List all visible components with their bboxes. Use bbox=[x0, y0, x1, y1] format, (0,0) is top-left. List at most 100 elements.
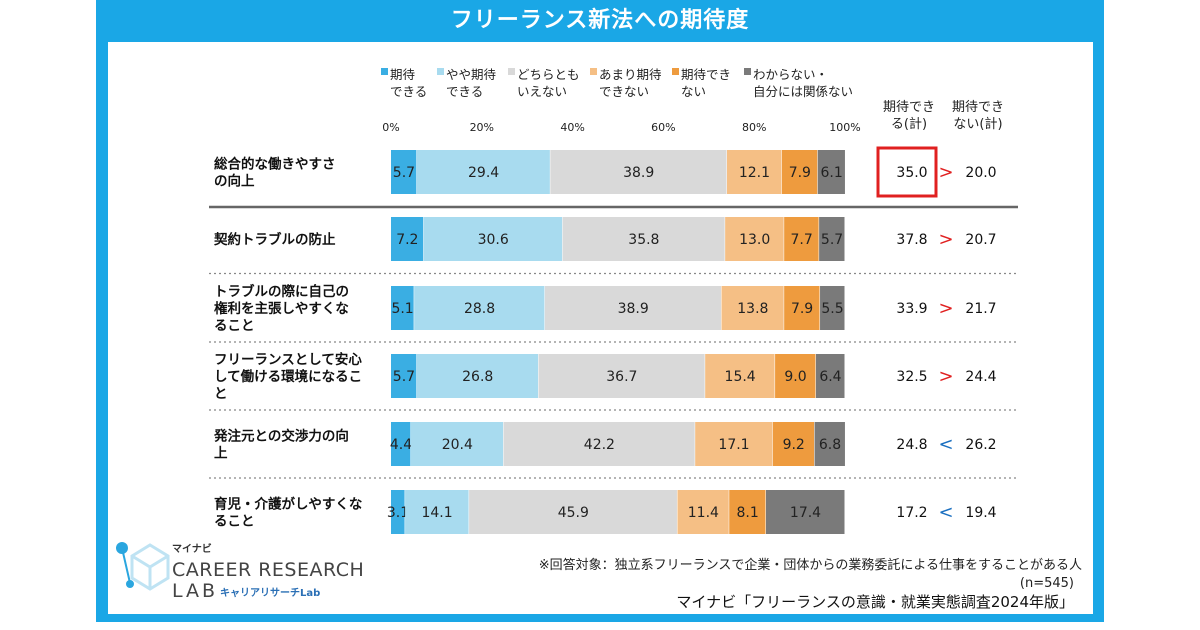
row-3-label-line0: フリーランスとして安心 bbox=[214, 351, 362, 368]
data-label-4-4: 9.2 bbox=[783, 437, 805, 453]
data-label-1-4: 7.7 bbox=[791, 232, 813, 248]
compare-sign-1: > bbox=[938, 229, 953, 250]
legend-swatch-3 bbox=[590, 68, 597, 75]
bar-segment-1-4 bbox=[784, 217, 819, 261]
sample-size: (n=545) bbox=[1020, 576, 1074, 591]
data-label-4-5: 6.8 bbox=[819, 437, 841, 453]
bar-segment-3-0 bbox=[391, 354, 417, 398]
sum-expect-0: 35.0 bbox=[896, 165, 927, 181]
x-tick-3: 60% bbox=[651, 121, 675, 134]
data-label-5-2: 45.9 bbox=[558, 505, 589, 521]
data-label-3-1: 26.8 bbox=[462, 369, 493, 385]
bar-segment-5-4 bbox=[729, 490, 766, 534]
data-label-4-3: 17.1 bbox=[718, 437, 749, 453]
row-4-label-line0: 発注元との交渉力の向 bbox=[213, 428, 349, 445]
data-label-1-1: 30.6 bbox=[478, 232, 509, 248]
data-label-3-0: 5.7 bbox=[393, 369, 415, 385]
row-1-label-line0: 契約トラブルの防止 bbox=[213, 231, 336, 248]
row-0-label-line0: 総合的な働きやすさ bbox=[214, 156, 336, 173]
legend-label-4-line1: 期待でき bbox=[681, 67, 731, 82]
data-label-2-1: 28.8 bbox=[464, 301, 495, 317]
career-research-lab-logo: マイナビ CAREER RESEARCH LAB キャリアリサーチLab bbox=[116, 542, 364, 602]
bar-segment-4-2 bbox=[503, 422, 695, 466]
legend-label-3-line2: できない bbox=[599, 84, 649, 99]
sum-header-1-line1: 期待でき bbox=[952, 100, 1004, 115]
footnote: ※回答対象：独立系フリーランスで企業・団体からの業務委託による仕事をすることがあ… bbox=[539, 557, 1082, 573]
data-label-2-5: 5.5 bbox=[821, 301, 843, 317]
row-4-label-line1: 上 bbox=[214, 446, 228, 462]
logo-top-text: マイナビ bbox=[172, 542, 212, 555]
bar-segment-5-3 bbox=[677, 490, 729, 534]
bar-segment-0-3 bbox=[726, 150, 782, 194]
legend-label-4-line2: ない bbox=[681, 84, 706, 99]
bar-segment-3-4 bbox=[775, 354, 816, 398]
row-2-label-line0: トラブルの際に自己の bbox=[214, 283, 349, 300]
bar-segment-5-2 bbox=[469, 490, 677, 534]
x-axis-ticks: 0% 20% 40% 60% 80% 100% bbox=[382, 121, 860, 134]
sum-not-3: 24.4 bbox=[965, 369, 996, 385]
logo-sub-text: キャリアリサーチLab bbox=[220, 587, 320, 599]
sum-expect-5: 17.2 bbox=[896, 505, 927, 521]
data-label-3-2: 36.7 bbox=[606, 369, 637, 385]
bar-segment-3-3 bbox=[705, 354, 775, 398]
sum-expect-2: 33.9 bbox=[896, 301, 927, 317]
bar-segment-3-5 bbox=[815, 354, 845, 398]
bar-segment-0-0 bbox=[391, 150, 417, 194]
row-3-label-line2: と bbox=[214, 386, 228, 402]
legend-label-5-line2: 自分には関係ない bbox=[753, 84, 853, 99]
data-label-5-5: 17.4 bbox=[790, 505, 821, 521]
sum-header-1-line2: ない(計) bbox=[953, 116, 1002, 132]
bar-segment-1-2 bbox=[562, 217, 725, 261]
legend-swatch-0 bbox=[381, 68, 388, 75]
bar-segment-0-2 bbox=[550, 150, 727, 194]
row-5-label-line1: ること bbox=[214, 514, 255, 530]
sum-expect-1: 37.8 bbox=[896, 232, 927, 248]
data-label-2-3: 13.8 bbox=[737, 301, 768, 317]
data-label-5-4: 8.1 bbox=[736, 505, 758, 521]
data-label-4-2: 42.2 bbox=[584, 437, 615, 453]
legend-label-1-line2: できる bbox=[446, 84, 483, 99]
data-label-1-2: 35.8 bbox=[628, 232, 659, 248]
legend-label-0-line2: できる bbox=[390, 84, 427, 99]
bar-segment-2-4 bbox=[784, 286, 820, 330]
row-5-label-line0: 育児・介護がしやすくな bbox=[214, 496, 362, 513]
bar-segment-2-5 bbox=[820, 286, 845, 330]
data-label-0-4: 7.9 bbox=[789, 165, 811, 181]
bar-segment-4-1 bbox=[410, 422, 504, 466]
bar-segment-4-4 bbox=[772, 422, 815, 466]
data-label-3-4: 9.0 bbox=[784, 369, 806, 385]
x-tick-1: 20% bbox=[470, 121, 494, 134]
sum-header-0-line1: 期待でき bbox=[883, 100, 935, 115]
sum-not-2: 21.7 bbox=[965, 301, 996, 317]
data-label-5-0: 3.1 bbox=[387, 505, 409, 521]
bar-segment-2-3 bbox=[721, 286, 784, 330]
data-label-2-2: 38.9 bbox=[618, 301, 649, 317]
chart-title: フリーランス新法への期待度 bbox=[450, 8, 750, 33]
bar-segment-1-0 bbox=[391, 217, 424, 261]
sum-not-4: 26.2 bbox=[965, 437, 996, 453]
bar-row-1: 契約トラブルの防止 7.2 30.6 35.8 13.0 7.7 5.7 37.8 >20.7 bbox=[213, 217, 997, 261]
data-label-2-4: 7.9 bbox=[791, 301, 813, 317]
bar-segment-5-5 bbox=[766, 490, 845, 534]
legend-swatch-1 bbox=[437, 68, 444, 75]
legend-swatch-2 bbox=[508, 68, 515, 75]
source-credit: マイナビ「フリーランスの意識・就業実態調査2024年版」 bbox=[676, 593, 1074, 611]
legend-label-5-line1: わからない・ bbox=[753, 67, 828, 82]
row-0-label-line1: の向上 bbox=[214, 173, 255, 190]
legend-label-2-line1: どちらとも bbox=[517, 67, 580, 82]
bar-segment-4-5 bbox=[814, 422, 845, 466]
data-label-0-2: 38.9 bbox=[623, 165, 654, 181]
bar-segment-1-3 bbox=[725, 217, 784, 261]
sum-header-0-line2: る(計) bbox=[891, 116, 927, 132]
logo-main-text-2: LAB bbox=[172, 580, 218, 602]
legend-swatch-4 bbox=[672, 68, 679, 75]
data-label-5-3: 11.4 bbox=[688, 505, 719, 521]
x-tick-0: 0% bbox=[382, 121, 399, 134]
bar-segment-0-1 bbox=[416, 150, 550, 194]
